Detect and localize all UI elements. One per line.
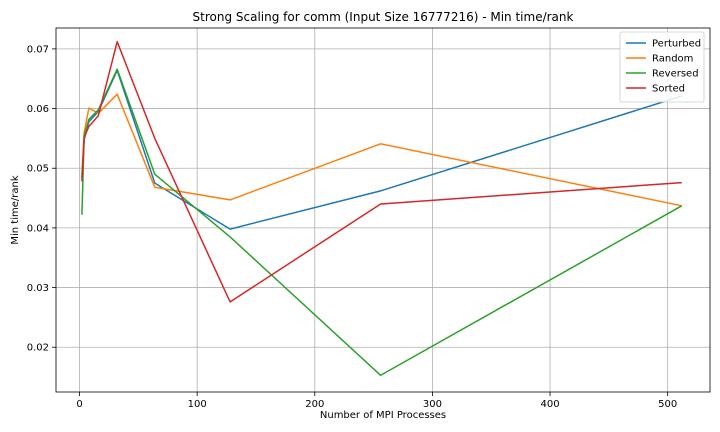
legend-label-random: Random: [652, 54, 693, 65]
x-tick-label: 100: [188, 399, 207, 410]
tick-layer: 0 100 200 300 400 500 0.02 0.03 0.04 0.05 0.06 0.07: [27, 44, 677, 410]
y-axis-title: Min time/rank: [10, 175, 21, 244]
series-line-random: [81, 93, 682, 207]
legend-label-reversed: Reversed: [652, 69, 699, 80]
series-line-sorted: [81, 40, 682, 303]
x-tick-label: 400: [540, 399, 559, 410]
y-tick-label: 0.07: [27, 44, 49, 55]
x-tick-label: 500: [658, 399, 677, 410]
y-tick-label: 0.02: [27, 343, 49, 354]
series-line-reversed: [81, 68, 683, 377]
legend-label-sorted: Sorted: [652, 84, 685, 95]
y-tick-label: 0.05: [27, 164, 49, 175]
x-tick-label: 300: [423, 399, 442, 410]
y-tick-label: 0.04: [27, 223, 49, 234]
y-tick-label: 0.06: [27, 104, 49, 115]
x-tick-label: 200: [305, 399, 324, 410]
legend-box: [619, 31, 705, 103]
plot-background: [56, 28, 710, 392]
x-axis-title: Number of MPI Processes: [320, 410, 446, 421]
y-tick-label: 0.03: [27, 283, 49, 294]
series-layer: [81, 40, 683, 377]
legend: Perturbed Random Reversed Sorted: [619, 31, 705, 103]
legend-label-perturbed: Perturbed: [652, 39, 701, 50]
chart-title: Strong Scaling for comm (Input Size 1677…: [193, 10, 574, 24]
x-tick-label: 0: [76, 399, 82, 410]
plot-frame: [55, 27, 711, 393]
